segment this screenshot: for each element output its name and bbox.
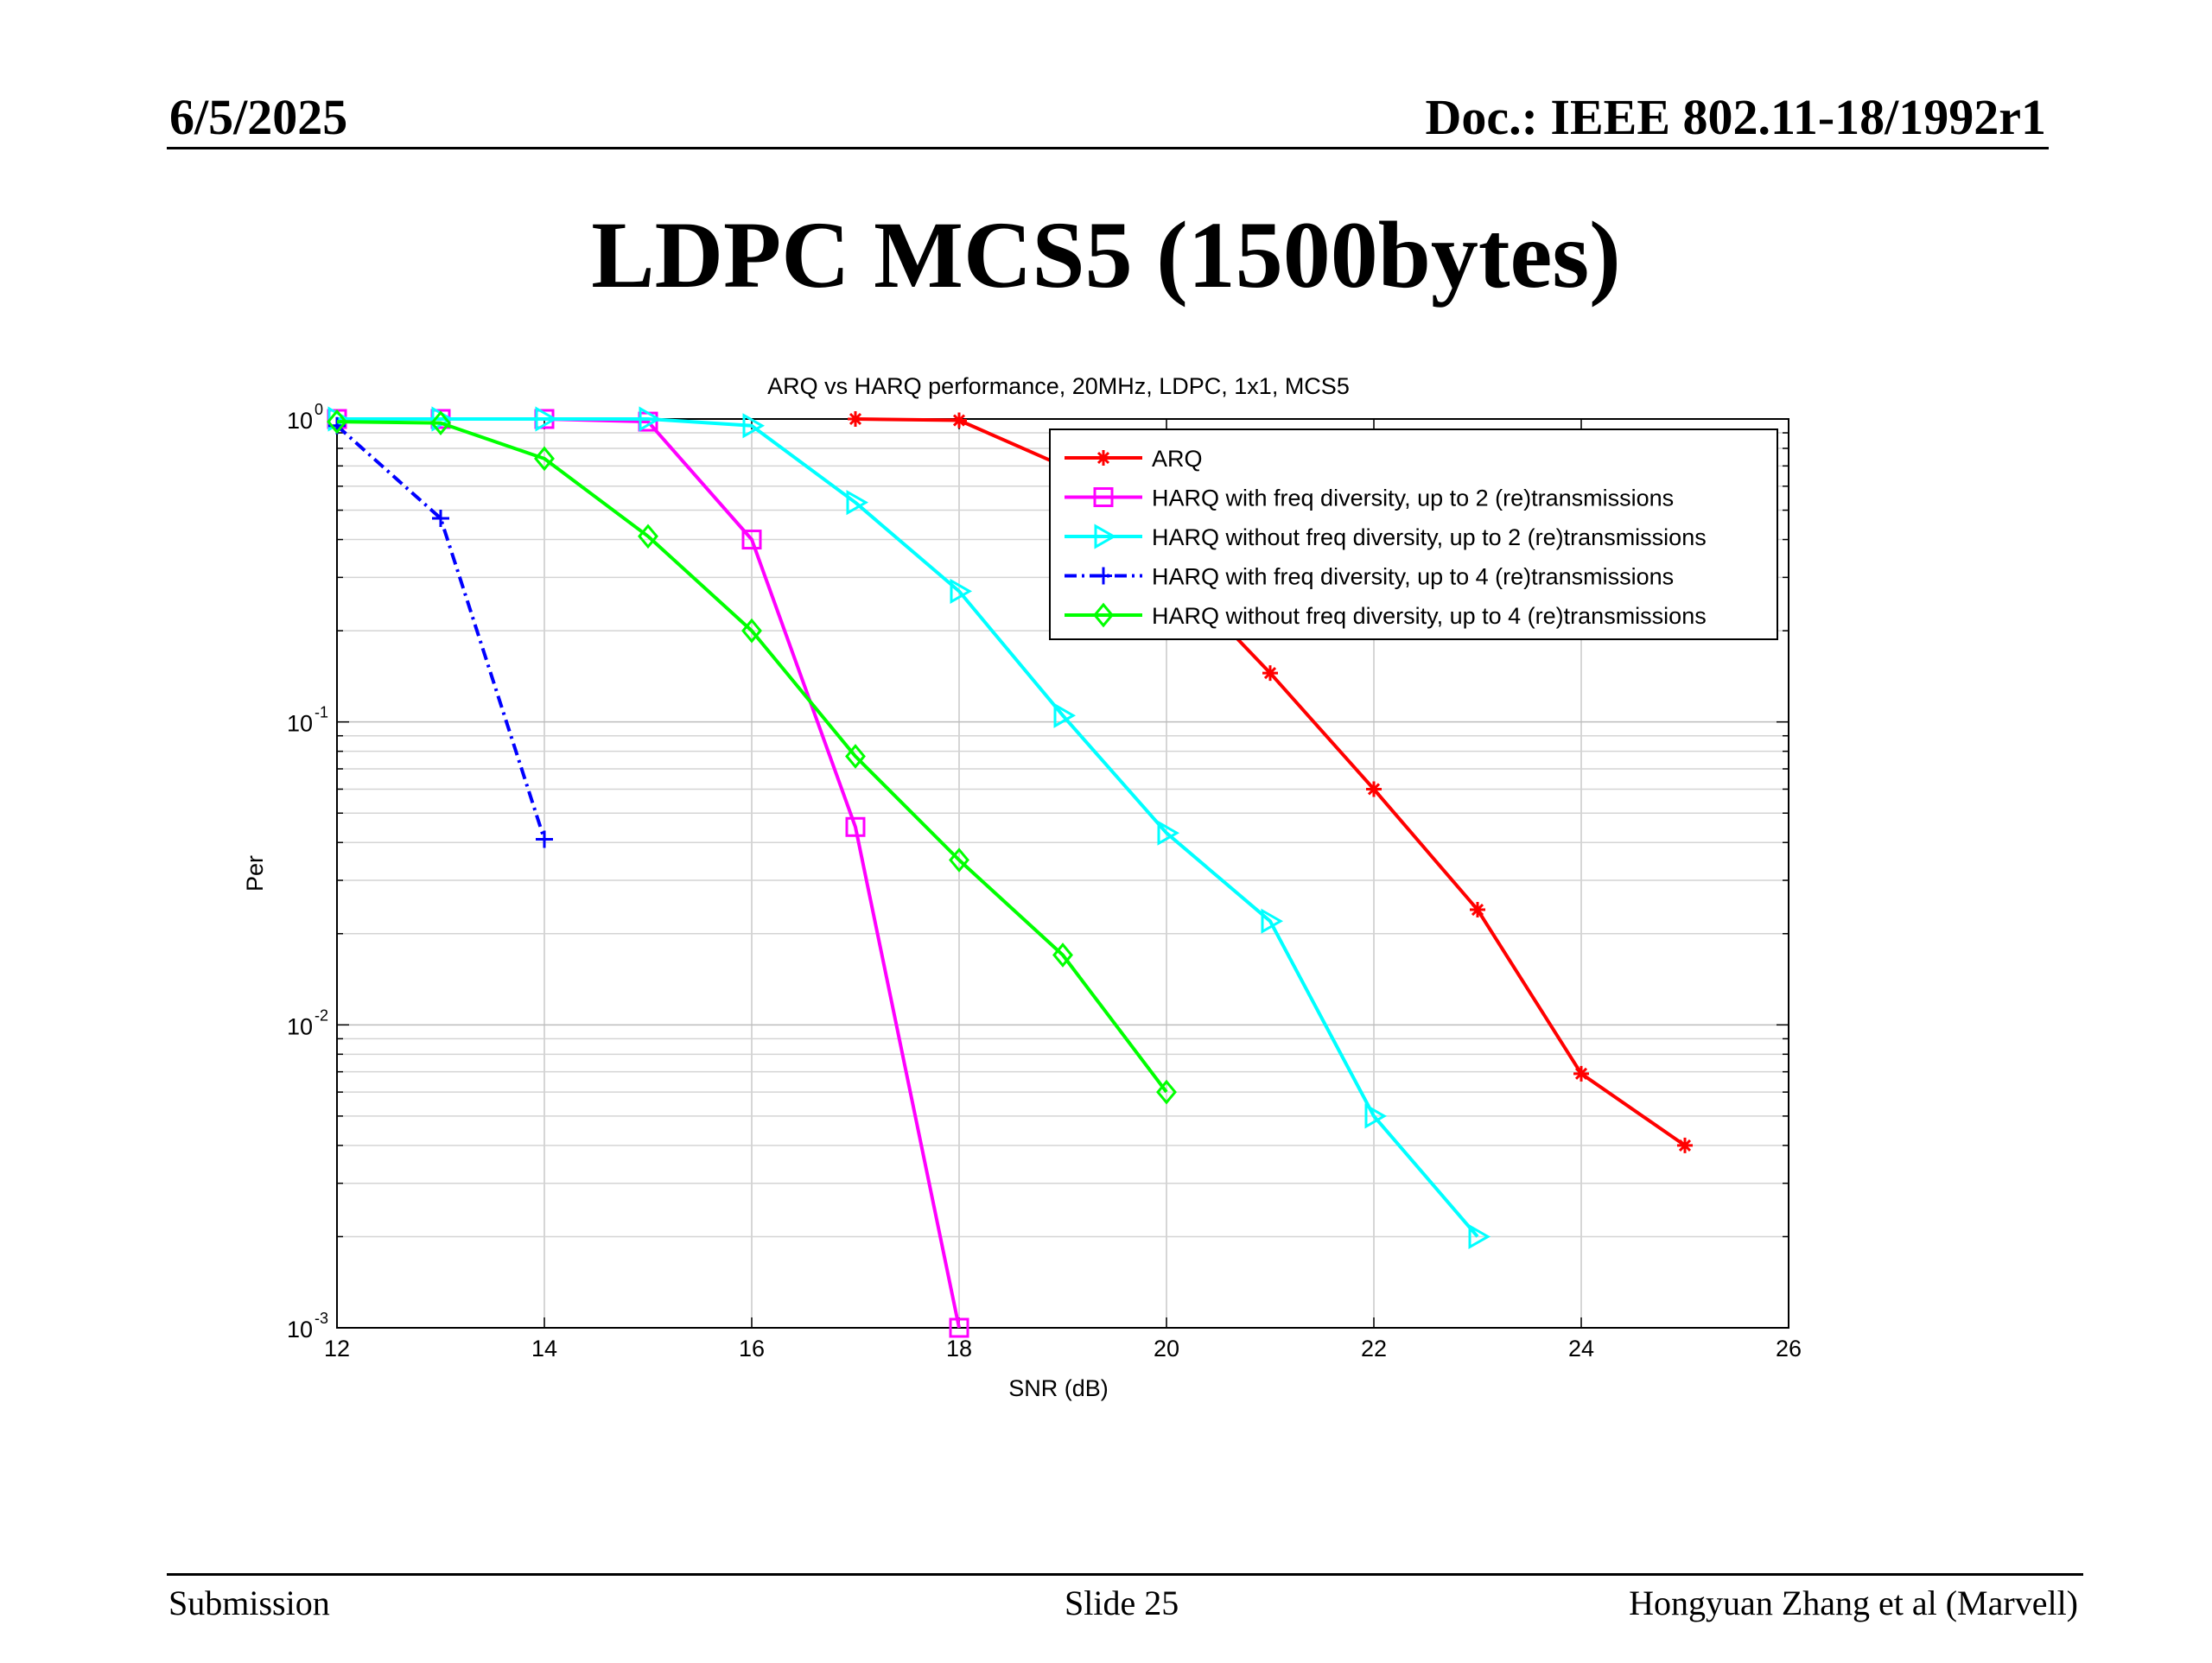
series-2 <box>327 409 969 1338</box>
series-line <box>335 424 546 841</box>
legend-entry: HARQ without freq diversity, up to 4 (re… <box>1065 602 1707 629</box>
legend-swatch-marker <box>1096 450 1111 466</box>
series-line <box>337 417 961 1329</box>
y-tick-exponent: 0 <box>315 401 323 418</box>
header-date: 6/5/2025 <box>169 89 348 145</box>
data-point <box>848 411 863 427</box>
y-tick-base: 10 <box>287 1317 313 1342</box>
data-point <box>327 409 347 435</box>
series-line <box>336 420 1168 1094</box>
y-tick-exponent: -2 <box>315 1006 328 1024</box>
slide-title: LDPC MCS5 (1500bytes) <box>591 202 1621 308</box>
chart-title: ARQ vs HARQ performance, 20MHz, LDPC, 1x… <box>767 373 1350 399</box>
series-line <box>337 417 1479 1238</box>
data-point <box>1677 1137 1693 1153</box>
legend-entry: HARQ with freq diversity, up to 2 (re)tr… <box>1065 486 1674 511</box>
x-tick-label: 14 <box>531 1336 557 1362</box>
data-point <box>1156 1079 1177 1105</box>
data-point <box>845 744 866 769</box>
header-divider <box>167 147 2049 149</box>
data-point <box>432 509 449 527</box>
legend-entry: ARQ <box>1065 446 1203 472</box>
data-point <box>638 524 658 549</box>
legend-label: HARQ with freq diversity, up to 4 (re)tr… <box>1152 564 1674 590</box>
data-point <box>639 406 662 432</box>
data-point <box>742 413 766 439</box>
data-point <box>741 618 762 644</box>
legend-label: HARQ with freq diversity, up to 2 (re)tr… <box>1152 486 1674 511</box>
x-tick-labels: 12 14 16 18 20 22 24 26 <box>324 1336 1802 1362</box>
legend-box <box>1049 428 1778 640</box>
y-axis-label: Per <box>242 855 268 892</box>
header-doc-id: Doc.: IEEE 802.11-18/1992r1 <box>1425 89 2046 145</box>
data-point <box>430 410 451 435</box>
data-point <box>1364 1103 1388 1129</box>
data-point <box>845 816 866 837</box>
y-tick-exponent: -3 <box>315 1310 328 1327</box>
data-point <box>741 530 762 550</box>
y-tick-base: 10 <box>287 408 313 434</box>
y-tick-label: 10 -1 <box>287 704 328 737</box>
x-tick-label: 22 <box>1361 1336 1387 1362</box>
data-point <box>1157 820 1180 846</box>
x-axis-label: SNR (dB) <box>1008 1375 1109 1401</box>
y-tick-label: 10 -2 <box>287 1006 328 1039</box>
data-point <box>535 406 558 432</box>
y-tick-label: 10 0 <box>287 401 323 434</box>
data-point <box>1053 702 1077 728</box>
footer-divider <box>167 1573 2083 1576</box>
x-tick-label: 26 <box>1776 1336 1802 1362</box>
y-tick-base: 10 <box>287 711 313 737</box>
legend-label: HARQ without freq diversity, up to 2 (re… <box>1152 524 1707 550</box>
series-5 <box>327 409 1177 1105</box>
series-4 <box>328 416 553 848</box>
data-point <box>536 830 553 848</box>
footer-submission: Submission <box>168 1584 330 1622</box>
x-tick-label: 18 <box>946 1336 972 1362</box>
x-tick-label: 20 <box>1154 1336 1179 1362</box>
legend-entry: HARQ without freq diversity, up to 2 (re… <box>1065 524 1707 550</box>
x-tick-label: 12 <box>324 1336 350 1362</box>
legend-label: HARQ without freq diversity, up to 4 (re… <box>1152 603 1707 629</box>
legend-swatch-marker <box>1093 487 1114 507</box>
data-point <box>1052 943 1073 968</box>
data-point <box>1261 908 1284 934</box>
legend-label: ARQ <box>1152 446 1203 472</box>
y-tick-base: 10 <box>287 1013 313 1039</box>
data-point <box>1262 665 1278 682</box>
data-point <box>534 446 555 472</box>
data-point <box>846 490 869 516</box>
footer-slide-number: Slide 25 <box>1065 1584 1179 1622</box>
data-point <box>1366 781 1382 797</box>
x-tick-label: 24 <box>1568 1336 1594 1362</box>
plot-area-frame <box>336 418 1789 1329</box>
data-point <box>1468 1223 1491 1250</box>
data-point <box>951 412 967 428</box>
legend-swatch-marker <box>1093 602 1114 628</box>
data-point <box>949 847 969 873</box>
x-tick-label: 16 <box>739 1336 765 1362</box>
legend: ARQ HARQ with freq diversity, up to 2 (re… <box>1049 428 1778 640</box>
y-tick-label: 10 -3 <box>287 1310 328 1342</box>
data-point <box>950 578 973 604</box>
legend-swatch-marker <box>1094 524 1117 549</box>
legend-entry: HARQ with freq diversity, up to 4 (re)tr… <box>1065 564 1674 590</box>
y-tick-exponent: -1 <box>315 704 328 721</box>
data-point <box>949 1317 969 1338</box>
legend-swatch-marker <box>1095 567 1112 585</box>
footer-author: Hongyuan Zhang et al (Marvell) <box>1629 1584 2078 1622</box>
data-point <box>1470 902 1485 918</box>
data-point <box>1573 1065 1589 1082</box>
